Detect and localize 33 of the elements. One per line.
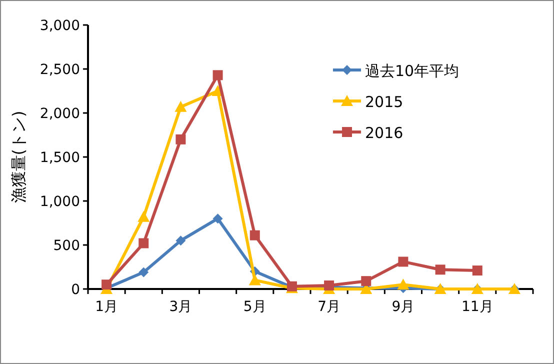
point	[212, 70, 223, 80]
point	[248, 274, 261, 286]
legend-label: 2016	[365, 124, 404, 142]
y-tick-label: 3,000	[40, 18, 80, 34]
y-tick-label: 500	[53, 238, 80, 254]
point	[361, 276, 372, 286]
point	[138, 210, 150, 222]
point	[174, 100, 187, 112]
point	[212, 214, 223, 224]
legend-label: 過去10年平均	[365, 62, 460, 80]
point	[398, 256, 408, 267]
point	[138, 267, 149, 278]
x-tick-label: 5月	[243, 299, 266, 315]
x-tick-label: 11月	[461, 299, 494, 315]
x-tick-label: 7月	[318, 299, 341, 315]
x-tick-label: 1月	[95, 299, 118, 315]
point	[250, 230, 260, 240]
y-tick-label: 2,000	[40, 106, 80, 122]
point	[138, 238, 149, 248]
point	[176, 134, 186, 144]
point	[102, 280, 112, 290]
y-tick-label: 1,500	[40, 150, 80, 166]
point	[397, 278, 410, 290]
point	[176, 236, 186, 246]
y-axis-title: 漁獲量(トン)	[9, 110, 28, 204]
y-tick-label: 1,000	[40, 194, 80, 210]
y-tick-label: 2,500	[40, 62, 80, 78]
legend-label: 2015	[365, 93, 404, 111]
x-tick-label: 3月	[169, 299, 192, 315]
point	[472, 266, 482, 276]
x-tick-label: 9月	[392, 299, 415, 315]
y-tick-label: 0	[71, 282, 80, 298]
point	[435, 264, 446, 275]
